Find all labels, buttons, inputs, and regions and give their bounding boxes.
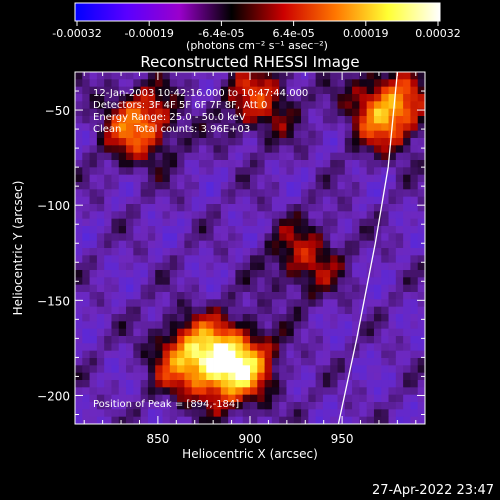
colorbar-ticks: -0.00032 -0.00019 -6.4e-05 6.4e-05 0.00019 0.… (52, 21, 461, 40)
colorbar-tick-label: 0.00032 (415, 27, 461, 40)
heatmap-image (75, 72, 425, 424)
chart-title: Reconstructed RHESSI Image (140, 53, 359, 71)
colorbar-unit-label: (photons cm⁻² s⁻¹ asec⁻²) (186, 39, 328, 52)
info-detectors: Detectors: 3F 4F 5F 6F 7F 8F, Att 0 (93, 100, 267, 111)
y-tick-label: −150 (37, 294, 70, 308)
colorbar-tick-label: -0.00019 (124, 27, 173, 40)
colorbar-tick-label: 0.00019 (343, 27, 389, 40)
colorbar-tick-label: -0.00032 (52, 27, 101, 40)
info-time-range: 12-Jan-2003 10:42:16.000 to 10:47:44.000 (93, 88, 308, 99)
colorbar (74, 2, 441, 22)
axis-ticks: 850 900 950 −50 −100 −150 −200 (37, 72, 425, 446)
solar-limb-curve (337, 72, 399, 424)
y-tick-label: −50 (45, 104, 70, 118)
x-tick-label: 950 (331, 432, 354, 446)
info-method-counts: Clean Total counts: 3.96E+03 (93, 124, 250, 135)
y-tick-label: −200 (37, 389, 70, 403)
y-axis-label: Heliocentric Y (arcsec) (11, 181, 25, 316)
info-energy: Energy Range: 25.0 - 50.0 keV (93, 112, 246, 123)
x-axis-label: Heliocentric X (arcsec) (182, 447, 318, 461)
x-tick-label: 900 (239, 432, 262, 446)
colorbar-tick-label: 6.4e-05 (272, 27, 314, 40)
x-tick-label: 850 (146, 432, 169, 446)
info-peak-position: Position of Peak = [894,-184] (93, 399, 239, 410)
colorbar-tick-label: -6.4e-05 (198, 27, 244, 40)
y-tick-label: −100 (37, 199, 70, 213)
footer-timestamp: 27-Apr-2022 23:47 (372, 483, 494, 498)
